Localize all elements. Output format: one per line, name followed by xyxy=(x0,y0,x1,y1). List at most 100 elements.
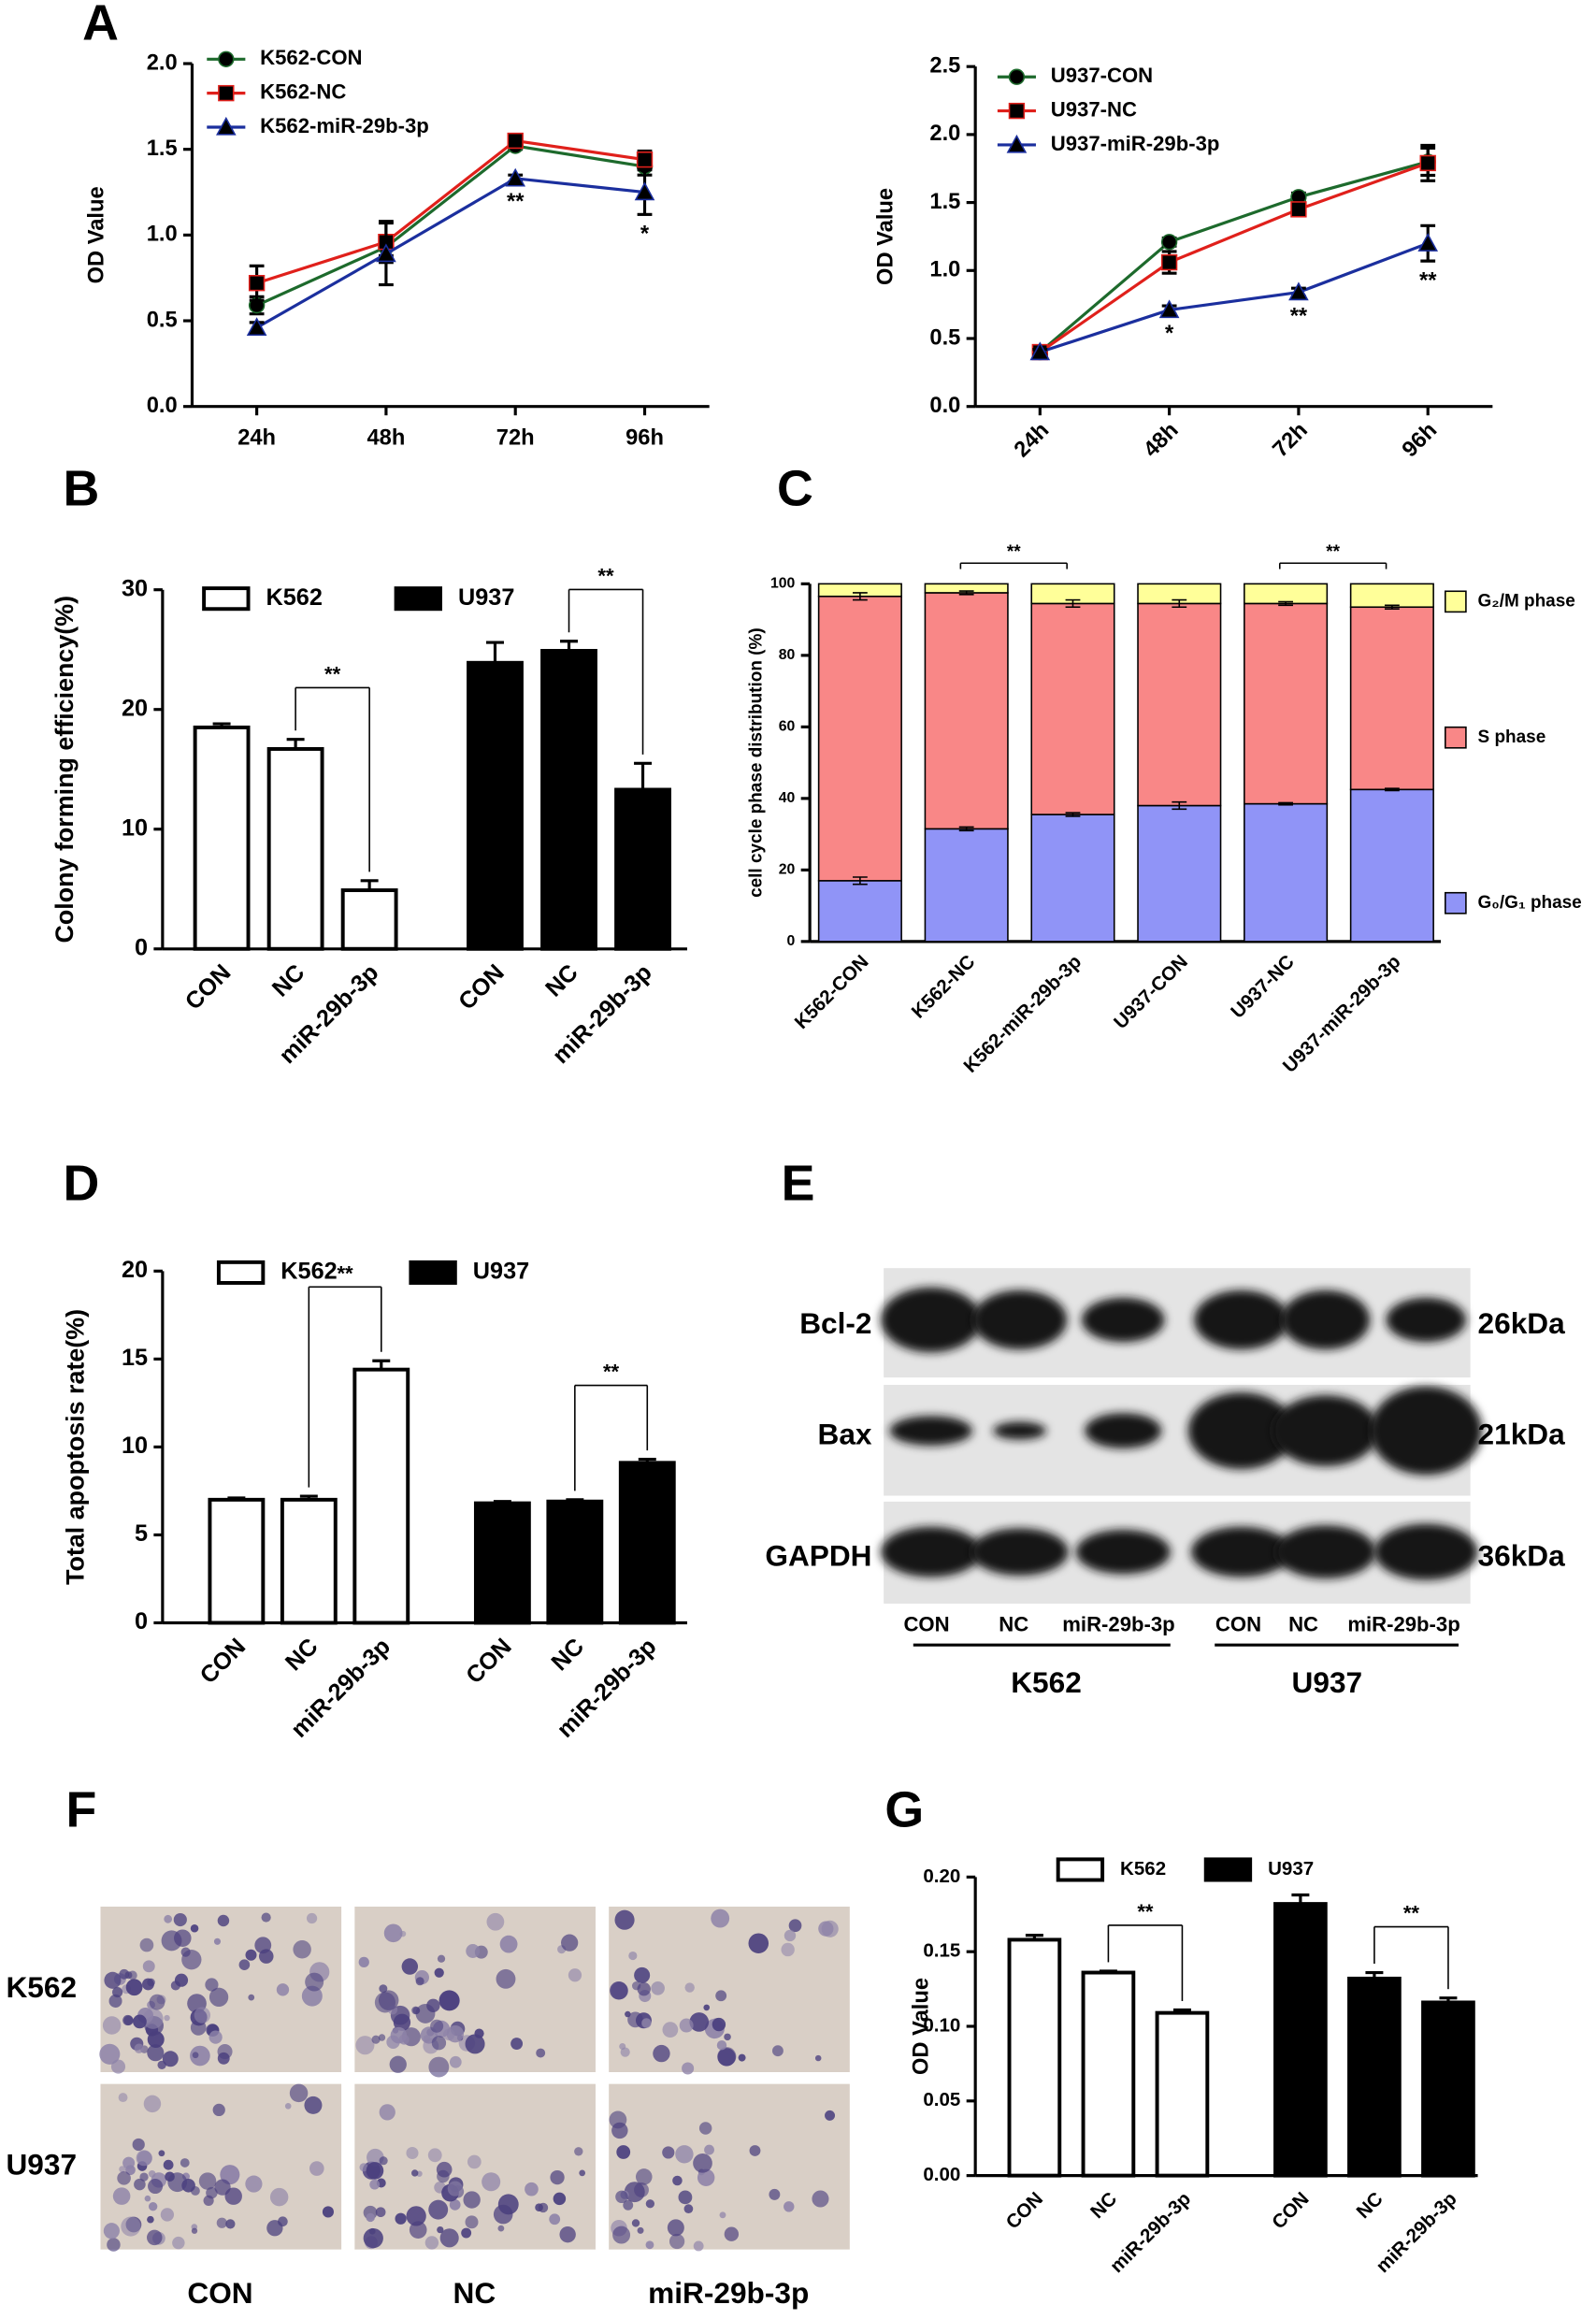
y-tick-label: 30 xyxy=(122,575,148,601)
cell xyxy=(198,2172,217,2190)
y-tick-label: 2.0 xyxy=(147,50,178,75)
bar-segment xyxy=(1349,788,1434,943)
cell xyxy=(148,2202,158,2211)
cell xyxy=(635,2168,653,2185)
bar xyxy=(614,787,671,951)
bar xyxy=(467,660,524,951)
cell xyxy=(203,2195,214,2206)
x-tick-label: 72h xyxy=(1269,418,1313,462)
cell xyxy=(724,2033,731,2041)
cell xyxy=(559,2225,576,2243)
protein-label: Bcl-2 xyxy=(799,1306,871,1340)
cell xyxy=(749,2145,761,2156)
cell xyxy=(616,2145,631,2159)
cell xyxy=(439,1990,460,2011)
cell xyxy=(144,2195,151,2202)
cell xyxy=(550,2169,565,2185)
cell xyxy=(427,2148,442,2163)
bar-segment xyxy=(1244,583,1329,605)
cell xyxy=(358,1956,369,1968)
cell xyxy=(399,1930,407,1937)
cell xyxy=(284,2102,292,2110)
size-label: 21kDa xyxy=(1478,1418,1566,1451)
x-tick-label: NC xyxy=(540,959,583,1002)
cell xyxy=(254,1937,272,1954)
cell xyxy=(245,1949,257,1961)
cell xyxy=(669,2233,685,2250)
blot-band xyxy=(1373,1523,1478,1580)
cell xyxy=(609,2110,627,2129)
y-tick-label: 1.0 xyxy=(147,223,178,247)
cell xyxy=(712,2017,726,2032)
significance: ** xyxy=(1419,269,1437,294)
cell xyxy=(173,1912,187,1927)
significance: ** xyxy=(1403,1902,1420,1925)
cell xyxy=(238,1959,251,1970)
bar-segment xyxy=(817,595,902,882)
y-tick-label: 0.0 xyxy=(147,394,178,418)
blot-band xyxy=(1085,1413,1162,1448)
cell xyxy=(439,2228,459,2248)
cell xyxy=(428,2199,449,2220)
cell xyxy=(625,2010,631,2018)
cell xyxy=(678,2190,693,2205)
blot-band xyxy=(1187,1391,1295,1470)
cell xyxy=(136,2150,152,2167)
cell xyxy=(225,2219,236,2229)
series-line xyxy=(1039,161,1429,353)
y-tick-label: 0 xyxy=(135,934,148,960)
x-tick-label: CON xyxy=(461,1634,517,1690)
marker xyxy=(248,275,266,292)
cell xyxy=(214,2179,231,2196)
x-tick-label: NC xyxy=(280,1634,324,1677)
cell xyxy=(634,2182,649,2197)
cell xyxy=(724,2226,740,2241)
cell xyxy=(289,2083,309,2103)
panel-label: E xyxy=(782,1155,815,1211)
cell xyxy=(389,2055,407,2073)
cell xyxy=(119,2166,126,2173)
bar-segment xyxy=(1030,602,1115,815)
cell xyxy=(466,1944,481,1958)
cell xyxy=(371,2035,381,2044)
cell xyxy=(615,2190,628,2204)
cell xyxy=(748,1933,769,1953)
cell xyxy=(359,2163,368,2172)
cell xyxy=(653,2044,670,2063)
cell xyxy=(628,1951,638,1961)
blot-band xyxy=(1075,1529,1171,1575)
cell xyxy=(461,2227,472,2239)
cell xyxy=(102,2016,122,2035)
cell xyxy=(148,2169,156,2178)
cell xyxy=(304,2096,323,2114)
blot-band xyxy=(993,1421,1047,1440)
marker xyxy=(634,181,655,201)
cell xyxy=(717,2048,736,2067)
cell xyxy=(142,1978,154,1991)
cell xyxy=(716,2039,727,2051)
cell xyxy=(162,2051,179,2067)
cell xyxy=(99,2043,121,2065)
cell xyxy=(378,1990,399,2010)
cell xyxy=(467,2154,482,2169)
cell xyxy=(672,2175,683,2186)
cell xyxy=(132,2138,145,2152)
cell xyxy=(449,2198,461,2211)
blot-band xyxy=(972,1289,1068,1350)
cell xyxy=(134,2178,146,2191)
x-tick-label: U937-CON xyxy=(1110,951,1192,1033)
cell xyxy=(366,2162,384,2180)
legend-swatch xyxy=(1444,590,1467,613)
cell xyxy=(164,1914,173,1923)
bar xyxy=(193,725,251,951)
x-tick-label: CON xyxy=(453,959,510,1015)
lane-label: miR-29b-3p xyxy=(1062,1613,1174,1636)
cell xyxy=(623,2199,634,2211)
column-label: NC xyxy=(453,2276,496,2310)
bar xyxy=(540,649,597,951)
x-tick-label: U937-NC xyxy=(1227,951,1299,1023)
cell xyxy=(784,2201,795,2212)
significance: ** xyxy=(1137,1900,1154,1923)
bar-segment xyxy=(1244,602,1329,805)
cell xyxy=(428,2056,450,2078)
